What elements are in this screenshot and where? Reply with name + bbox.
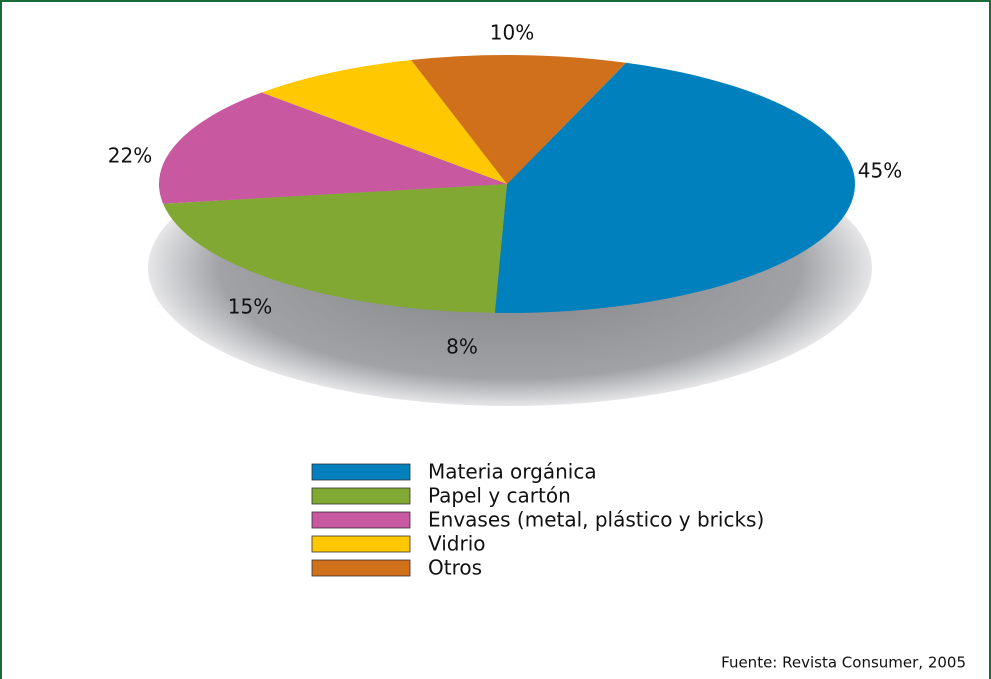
legend-label: Materia orgánica (428, 460, 597, 484)
legend-swatch (311, 463, 411, 481)
pie-slice (261, 59, 507, 185)
legend-swatch (311, 535, 411, 553)
legend-swatch (311, 487, 411, 505)
data-label: 45% (858, 159, 902, 183)
legend-label: Envases (metal, plástico y bricks) (428, 508, 764, 532)
pie-slice (159, 92, 507, 204)
legend-label: Otros (428, 556, 482, 580)
pie-slice (494, 62, 855, 314)
source: Fuente: Revista Consumer, 2005 (721, 654, 966, 672)
legend-swatch (311, 511, 411, 529)
data-label: 15% (228, 295, 272, 319)
legend-label: Papel y cartón (428, 484, 571, 508)
legend-label: Vidrio (428, 532, 486, 556)
data-label: 10% (490, 21, 534, 45)
legend-swatch (311, 559, 411, 577)
pie-slice (163, 184, 507, 313)
data-label: 8% (446, 335, 478, 359)
data-label: 22% (108, 144, 152, 168)
pie-slice (411, 54, 627, 184)
